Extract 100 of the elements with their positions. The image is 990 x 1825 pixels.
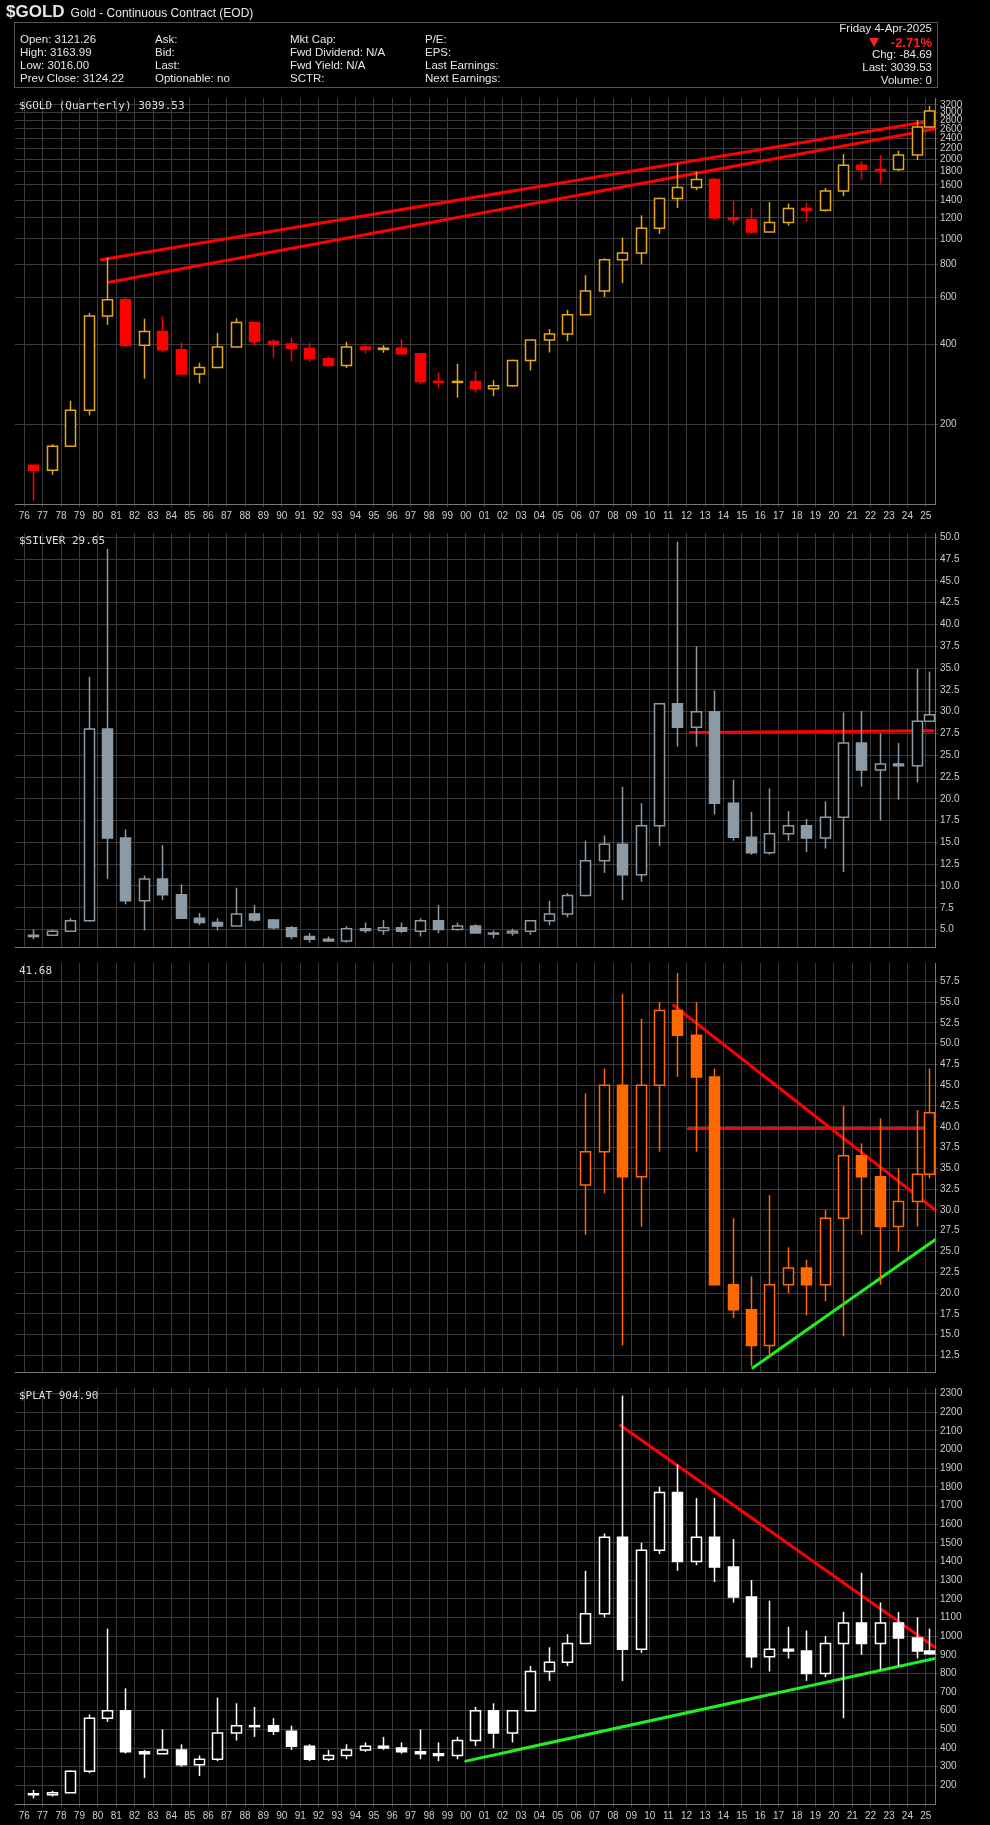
y-tick-label: 50.0 [940,1037,960,1049]
candlestick [892,1611,905,1667]
candlestick [727,200,740,226]
candlestick [892,742,905,801]
candlestick [579,274,592,316]
candlestick [156,315,169,353]
y-tick-label: 1900 [940,1461,963,1473]
y-tick-label: 2300 [940,1387,963,1399]
x-tick-label: 83 [147,1809,159,1821]
candlestick [64,1769,77,1794]
y-tick-label: 1200 [940,1592,963,1604]
x-tick-label: 18 [791,509,803,521]
candlestick [782,810,795,842]
x-tick-label: 91 [294,1809,307,1821]
y-tick-label: 600 [940,291,958,303]
x-tick-label: 79 [73,509,86,521]
x-tick-label: 11 [663,1809,674,1821]
chart-title: 41.68 [19,964,53,978]
x-tick-label: 92 [313,509,325,521]
x-tick-label: 77 [37,1809,49,1821]
y-tick-label: 400 [940,1741,958,1753]
y-tick-label: 37.5 [940,1141,960,1153]
x-tick-label: 03 [515,509,527,521]
x-tick-label: 12 [681,509,693,521]
candlestick [267,338,280,359]
candlestick [469,370,482,394]
y-tick-label: 1500 [940,1536,963,1548]
y-tick-label: 1800 [940,1480,963,1492]
y-tick-label: 1000 [940,1629,963,1641]
x-tick-label: 16 [754,509,767,521]
x-tick-label: 82 [129,509,141,521]
candlestick [800,1259,813,1317]
candlestick [892,149,905,172]
candlestick [248,321,261,347]
x-tick-label: 80 [92,1809,104,1821]
text: Last Earnings: [425,59,499,71]
y-tick-label: 400 [940,338,958,350]
y-tick-label: 2000 [940,152,963,164]
candlestick [874,732,887,822]
x-tick-label: 22 [865,1809,877,1821]
x-tick-label: 85 [184,1809,196,1821]
x-tick-label: 00 [460,1809,472,1821]
y-tick-label: 800 [940,1667,958,1679]
y-tick-label: 57.5 [940,975,960,987]
y-tick-label: 55.0 [940,995,960,1007]
x-tick-label: 99 [441,509,454,521]
candlestick [230,886,243,927]
y-tick-label: 35.0 [940,1162,960,1174]
candlestick [763,787,776,856]
x-tick-label: 20 [828,509,840,521]
x-tick-label: 89 [257,509,270,521]
candlestick [855,1142,868,1236]
x-tick-label: 19 [809,509,822,521]
candlestick [414,1728,427,1760]
text: $GOLD [6,2,65,21]
candlestick [616,236,629,284]
x-tick-label: 25 [920,509,932,521]
x-tick-label: 23 [883,1809,895,1821]
y-tick-label: 22.5 [940,1265,960,1277]
x-tick-label: 84 [165,509,178,521]
candlestick [782,202,795,227]
candlestick [414,917,427,938]
candlestick [175,883,188,920]
x-tick-label: 04 [533,1809,546,1821]
candlestick [138,1749,151,1779]
x-tick-label: 22 [865,509,877,521]
y-tick-label: 1600 [940,1517,963,1529]
candlestick [27,464,40,502]
candlestick [745,811,758,856]
x-tick-label: 01 [478,1809,491,1821]
text: Last: 3039.53 [862,61,932,73]
y-tick-label: 500 [940,1723,958,1735]
candlestick [101,1627,114,1723]
text: -2.71% [890,35,932,50]
y-tick-label: 32.5 [940,1182,960,1194]
candlestick [782,1246,795,1294]
candlestick [432,904,445,934]
text: Bid: [155,46,175,58]
chart-title: $GOLD (Quarterly) 3039.53 [19,99,185,113]
x-tick-label: 97 [405,509,417,521]
x-tick-label: 10 [644,509,656,521]
candlestick [487,1702,500,1749]
x-tick-label: 17 [773,1809,785,1821]
text: Prev Close: 3124.22 [20,72,125,84]
candlestick [745,207,758,235]
x-tick-label: 08 [607,509,619,521]
candlestick [193,362,206,385]
x-tick-label: 92 [313,1809,325,1821]
x-tick-label: 78 [55,1809,67,1821]
candlestick [506,1709,519,1744]
x-tick-label: 85 [184,509,196,521]
candlestick [763,201,776,233]
candlestick [451,1736,464,1760]
y-tick-label: 600 [940,1704,958,1716]
y-tick-label: 1300 [940,1573,963,1585]
x-tick-label: 12 [681,1809,693,1821]
y-tick-label: 30.0 [940,1203,960,1215]
x-tick-label: 09 [625,509,638,521]
candlestick [543,1646,556,1682]
y-tick-label: 1700 [940,1499,963,1511]
